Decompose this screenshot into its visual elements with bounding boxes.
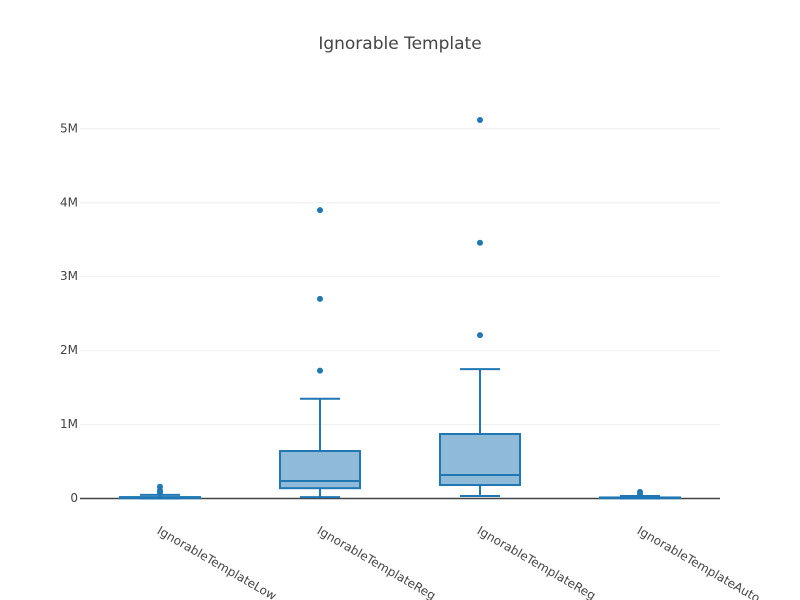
box	[279, 450, 361, 490]
y-tick-label: 5M	[60, 121, 78, 135]
x-tick-label: IgnorableTemplateLow	[155, 524, 279, 600]
outlier	[477, 239, 483, 246]
outlier	[477, 116, 483, 123]
y-tick-label: 1M	[60, 417, 78, 431]
x-tick-label: IgnorableTemplateAuto	[635, 524, 763, 600]
outlier	[317, 295, 323, 302]
y-tick-label: 3M	[60, 269, 78, 283]
outlier	[477, 332, 483, 339]
x-tick-label: IgnorableTemplateReg	[315, 524, 438, 600]
outlier	[317, 207, 323, 214]
x-tick-label: IgnorableTemplateReg	[475, 524, 598, 600]
outlier	[637, 488, 643, 495]
box	[439, 433, 521, 487]
y-tick-label: 0	[70, 491, 78, 505]
outlier	[157, 483, 163, 490]
chart-title: Ignorable Template	[318, 34, 481, 54]
y-tick-label: 2M	[60, 343, 78, 357]
outlier	[317, 367, 323, 374]
y-tick-label: 4M	[60, 195, 78, 209]
